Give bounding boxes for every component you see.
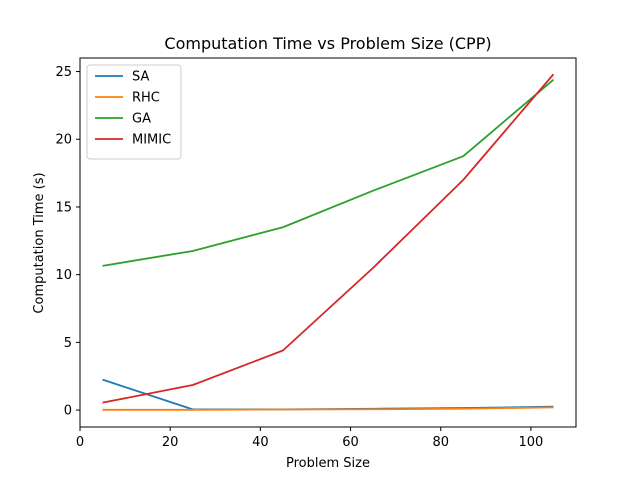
- legend-label-sa: SA: [132, 70, 149, 85]
- y-tick-label: 20: [55, 133, 72, 148]
- series-line-sa: [102, 378, 554, 411]
- legend-label-ga: GA: [132, 112, 151, 127]
- x-tick-label: 60: [342, 435, 359, 450]
- x-tick-label: 0: [76, 435, 84, 450]
- y-axis-label: Computation Time (s): [32, 172, 47, 313]
- series-line-ga: [102, 78, 555, 267]
- x-tick-label: 100: [518, 435, 543, 450]
- x-axis-ticks: 0 20 40 60 80 100: [76, 427, 543, 450]
- y-axis-ticks: 0 5 10 15 20 25: [55, 65, 80, 419]
- x-tick-label: 80: [432, 435, 449, 450]
- legend: SA RHC GA MIMIC: [86, 64, 182, 160]
- legend-box: [86, 64, 182, 160]
- x-tick-label: 20: [162, 435, 179, 450]
- legend-label-mimic: MIMIC: [132, 133, 171, 148]
- y-tick-label: 0: [64, 404, 72, 419]
- chart-title: Computation Time vs Problem Size (CPP): [164, 34, 491, 53]
- series-line-rhc: [102, 406, 554, 411]
- x-axis-label: Problem Size: [286, 456, 370, 471]
- y-tick-label: 15: [55, 200, 72, 215]
- legend-label-rhc: RHC: [132, 91, 160, 106]
- x-tick-label: 40: [252, 435, 269, 450]
- y-tick-label: 25: [55, 65, 72, 80]
- series-lines: [102, 73, 555, 411]
- axes-frame: [79, 57, 577, 428]
- y-tick-label: 5: [64, 336, 72, 351]
- series-line-mimic: [102, 73, 555, 404]
- y-tick-label: 10: [55, 268, 72, 283]
